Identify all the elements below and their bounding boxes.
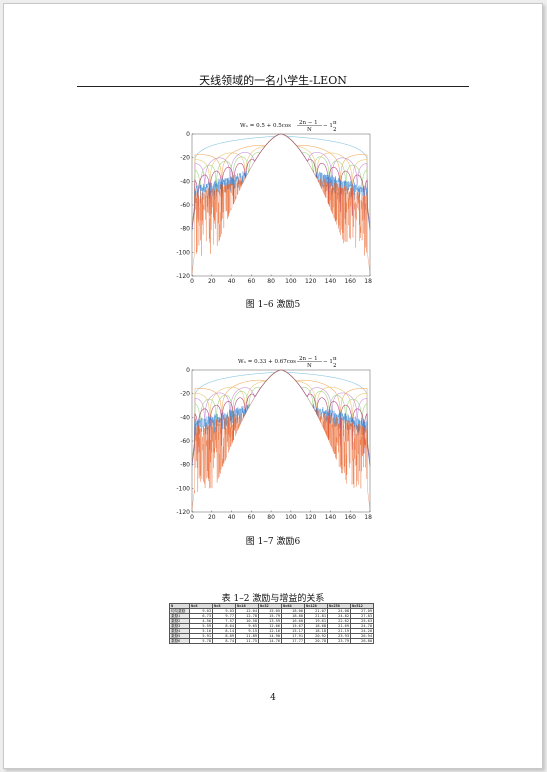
table-row: 激励4 5.16 8.14 9.15 12.16 15.17 18.18 21.19 24.20 [169, 628, 374, 634]
x-tick-label: 100 [285, 278, 297, 285]
table-cell: 20.78 [304, 638, 328, 644]
figure-caption: 图 1–7 激励6 [245, 537, 301, 547]
table-row: 激励6 5.78 8.74 11.75 14.76 17.77 20.78 23.79 26.8… [169, 638, 374, 644]
y-tick-label: -120 [176, 273, 190, 280]
y-tick-label: -100 [176, 485, 190, 492]
table-header-row: N N=8 N=8 N=16 N=32 N=64 N=128 N=256 N=5… [169, 603, 374, 609]
x-tick-label: 60 [248, 514, 256, 521]
x-tick-label: 160 [344, 514, 356, 521]
table-cell: 5.78 [189, 638, 213, 644]
table-cell: 14.76 [258, 638, 282, 644]
formula-text: Wₙ = 0.5 + 0.5cos [240, 123, 291, 129]
formula-numerator: 2n − 1 [299, 120, 318, 126]
x-tick-label: 20 [208, 514, 216, 521]
x-tick-label: 120 [305, 514, 317, 521]
x-tick-label: 80 [267, 278, 275, 285]
formula-tail: − 1 [323, 123, 333, 129]
x-tick-label: 60 [248, 278, 256, 285]
formula-denominator: N [307, 363, 312, 369]
formula-pi: π [333, 120, 337, 126]
x-tick-label: 180 [364, 514, 372, 521]
table-row-label: 激励6 [169, 638, 190, 644]
radiation-pattern-chart-5: Wₙ = 0.5 + 0.5cos 2n − 1 N − 1 π 2 0 20 40… [176, 120, 372, 285]
document-page: 天线领域的一名小学生-LEON Wₙ = 0.5 + 0.5cos 2n − 1… [3, 3, 543, 769]
y-tick-label: -20 [180, 155, 190, 162]
series-line-8 [191, 133, 371, 274]
formula-text: Wₙ = 0.33 + 0.67cos [238, 359, 296, 365]
running-header: 天线领域的一名小学生-LEON [199, 74, 347, 87]
x-tick-label: 40 [228, 514, 236, 521]
table-cell: 11.75 [235, 638, 259, 644]
plot-area: 0 20 40 60 80 100 120 140 160 180 0 -20 -40 -60 -80 -10… [176, 367, 372, 521]
header-rule [77, 86, 469, 87]
x-tick-label: 140 [325, 278, 337, 285]
formula-tail: − 1 [323, 359, 333, 365]
x-tick-label: 0 [190, 278, 194, 285]
x-tick-label: 160 [344, 278, 356, 285]
y-tick-label: -80 [180, 226, 190, 233]
y-tick-label: -20 [180, 391, 190, 398]
x-tick-label: 80 [267, 514, 275, 521]
y-tick-label: -40 [180, 414, 190, 421]
y-tick-label: -120 [176, 509, 190, 516]
x-tick-label: 40 [228, 278, 236, 285]
y-tick-label: -60 [180, 202, 190, 209]
x-tick-label: 140 [325, 514, 337, 521]
x-tick-label: 20 [208, 278, 216, 285]
gain-table: N N=8 N=8 N=16 N=32 N=64 N=128 N=256 N=5… [169, 603, 374, 644]
table-cell: 8.74 [212, 638, 236, 644]
x-tick-label: 120 [305, 278, 317, 285]
x-tick-label: 100 [285, 514, 297, 521]
table-cell: 23.79 [327, 638, 351, 644]
formula-numerator: 2n − 1 [299, 356, 318, 362]
y-tick-label: -80 [180, 462, 190, 469]
table-cell: 17.77 [281, 638, 305, 644]
figure-caption: 图 1–6 激励5 [245, 300, 301, 310]
y-tick-label: 0 [186, 367, 190, 374]
table-title: 表 1–2 激励与增益的关系 [221, 594, 325, 604]
x-tick-label: 0 [190, 514, 194, 521]
table-cell: 26.80 [350, 638, 374, 644]
y-tick-label: -60 [180, 438, 190, 445]
page-number: 4 [270, 693, 276, 703]
formula-two: 2 [333, 363, 337, 369]
plot-area: 0 20 40 60 80 100 120 140 160 180 0 -20 -40 -60 -80 -10… [176, 131, 372, 285]
formula-pi: π [333, 356, 337, 362]
y-tick-label: -40 [180, 178, 190, 185]
radiation-pattern-chart-6: Wₙ = 0.33 + 0.67cos 2n − 1 N − 1 π 2 0 20… [176, 356, 372, 521]
formula-two: 2 [333, 127, 337, 133]
formula-denominator: N [307, 127, 312, 133]
x-tick-label: 180 [364, 278, 372, 285]
series-line-8 [191, 369, 371, 510]
y-tick-label: -100 [176, 249, 190, 256]
y-tick-label: 0 [186, 131, 190, 138]
